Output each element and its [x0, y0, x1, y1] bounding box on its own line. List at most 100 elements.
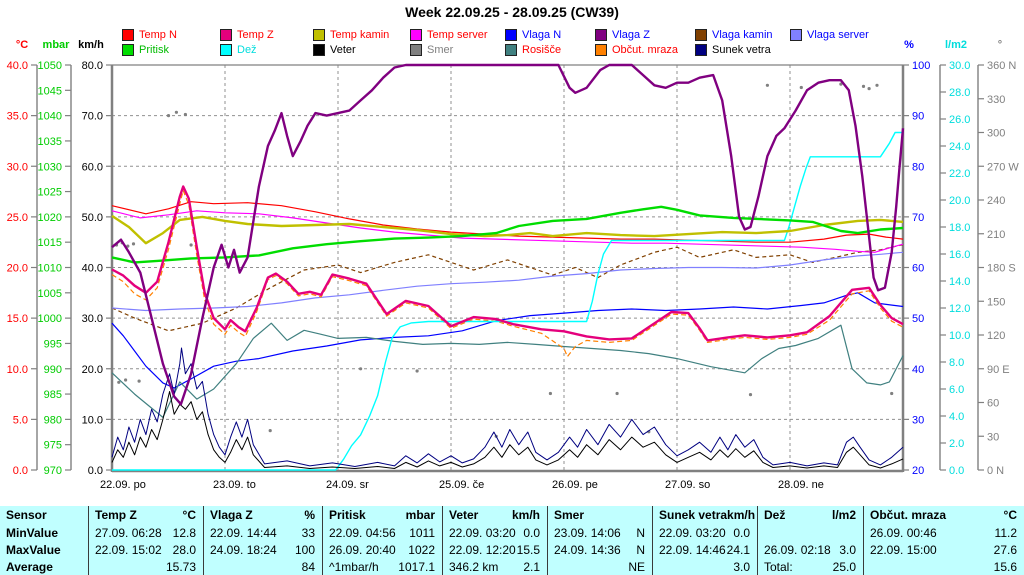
axis-tick-label: 1050 — [38, 60, 62, 72]
table-header-ob-ut-mraza: Občut. mraza °C — [863, 506, 1024, 524]
table-text: 22.09. 15:02 — [95, 542, 162, 557]
axis-tick-label: 20.0 — [7, 263, 28, 275]
axis-tick-label: 1000 — [38, 313, 62, 325]
series-vlaga_server — [111, 251, 904, 312]
series-dot-smer — [861, 84, 866, 88]
table-cell: ^1mbar/h 1017.1 — [322, 558, 442, 575]
series-dot-smer — [189, 243, 193, 247]
table-text: 11.2 — [994, 525, 1017, 540]
axis-tick-label: 10.0 — [949, 330, 970, 342]
legend-item-vlaga-server: Vlaga server — [790, 29, 869, 41]
legend: Temp N Temp Z Temp kamin Temp server Vlaga N… — [0, 0, 1024, 60]
table-text: 23.09. 14:06 — [554, 525, 621, 540]
axis-tick-label: 1025 — [38, 187, 62, 199]
table-text: Average — [6, 559, 53, 574]
legend-swatch-icon — [122, 44, 134, 56]
axis-unit-pct: % — [904, 39, 914, 51]
table-text: 26.09. 00:46 — [870, 525, 937, 540]
series-dot-smer — [137, 379, 141, 383]
legend-swatch-icon — [695, 44, 707, 56]
legend-label: Temp Z — [237, 29, 274, 41]
series-dot-smer — [748, 393, 753, 397]
axis-tick-label: 40 — [912, 364, 924, 376]
legend-swatch-icon — [595, 44, 607, 56]
table-text: 12.8 — [172, 525, 196, 540]
legend-item-veter: Veter — [313, 44, 356, 56]
table-text: ^1mbar/h — [329, 559, 379, 574]
axis-tick-label: 100 — [912, 60, 930, 72]
series-temp_server — [111, 210, 904, 253]
table-cell: 22.09. 04:56 1011 — [322, 524, 442, 541]
table-cell: 22.09. 15:00 27.6 — [863, 541, 1024, 558]
series-dot-smer — [124, 378, 128, 382]
axis-tick-label: 970 — [44, 465, 62, 477]
axis-tick-label: 1020 — [38, 212, 62, 224]
series-dot-smer — [117, 380, 121, 384]
table-header-vlaga-z: Vlaga Z% — [203, 506, 322, 524]
legend-label: Dež — [237, 44, 257, 56]
series-dot-smer — [359, 367, 363, 371]
legend-item-de-: Dež — [220, 44, 257, 56]
legend-label: Vlaga Z — [612, 29, 650, 41]
table-cell: 22.09. 15:02 28.0 — [88, 541, 203, 558]
legend-label: Pritisk — [139, 44, 169, 56]
legend-item-temp-z: Temp Z — [220, 29, 274, 41]
legend-swatch-icon — [220, 29, 232, 41]
legend-swatch-icon — [695, 29, 707, 41]
legend-item-sunek-vetra: Sunek vetra — [695, 44, 771, 56]
legend-item-vlaga-n: Vlaga N — [505, 29, 561, 41]
axis-tick-label: 14.0 — [949, 276, 970, 288]
table-text: mbar — [405, 508, 435, 522]
series-dot-smer — [839, 82, 843, 86]
axis-tick-label: 1035 — [38, 136, 62, 148]
axis-tick-label: 60 — [912, 263, 924, 275]
axis-tick-label: 0.0 — [88, 465, 103, 477]
legend-label: Občut. mraza — [612, 44, 679, 56]
legend-label: Vlaga N — [522, 29, 562, 41]
table-cell: 24.09. 14:36 N — [547, 541, 652, 558]
axis-tick-label: 60.0 — [82, 161, 103, 173]
legend-item-temp-n: Temp N — [122, 29, 177, 41]
series-rosisce — [111, 322, 904, 418]
table-text: km/h — [727, 508, 756, 522]
x-axis-label: 25.09. če — [439, 479, 484, 491]
axis-tick-label: 1030 — [38, 161, 62, 173]
axis-tick-label: 120 — [987, 330, 1005, 342]
table-cell: 22.09. 03:20 0.0 — [652, 524, 757, 541]
table-cell: 26.09. 20:40 1022 — [322, 541, 442, 558]
axis-tick-label: 16.0 — [949, 249, 970, 261]
table-text: 0.0 — [733, 525, 750, 540]
axis-unit-deg: ° — [998, 39, 1002, 51]
series-dot-smer — [615, 391, 619, 396]
axis-tick-label: 975 — [44, 440, 62, 452]
axis-tick-label: 28.0 — [949, 87, 970, 99]
series-temp_n — [111, 201, 904, 243]
table-text: 22.09. 04:56 — [329, 525, 396, 540]
axis-tick-label: 30.0 — [82, 313, 103, 325]
series-dot-smer — [415, 369, 419, 373]
table-text: °C — [182, 508, 196, 522]
table-rowheader: Average — [0, 558, 88, 575]
legend-item-vlaga-z: Vlaga Z — [595, 29, 650, 41]
axis-tick-label: 12.0 — [949, 303, 970, 315]
table-text: Temp Z — [95, 508, 137, 522]
axis-tick-label: 22.0 — [949, 168, 970, 180]
series-dot-smer — [183, 112, 187, 117]
table-text: N — [636, 525, 645, 540]
legend-swatch-icon — [313, 44, 325, 56]
axis-tick-label: 50 — [912, 313, 924, 325]
table-cell: 22.09. 14:46 24.1 — [652, 541, 757, 558]
legend-label: Smer — [427, 44, 454, 56]
legend-item-temp-kamin: Temp kamin — [313, 29, 389, 41]
x-axis-label: 27.09. so — [665, 479, 710, 491]
series-temp_z — [111, 185, 904, 342]
table-header-de-: Dež l/m2 — [757, 506, 863, 524]
series-dot-smer — [268, 429, 272, 433]
table-rowheader: MaxValue — [0, 541, 88, 558]
axis-tick-label: 330 — [987, 94, 1005, 106]
table-text: l/m2 — [831, 508, 856, 522]
series-vlaga_kamin — [111, 244, 904, 332]
axis-tick-label: 35.0 — [7, 111, 28, 123]
table-text: Dež — [764, 508, 786, 522]
